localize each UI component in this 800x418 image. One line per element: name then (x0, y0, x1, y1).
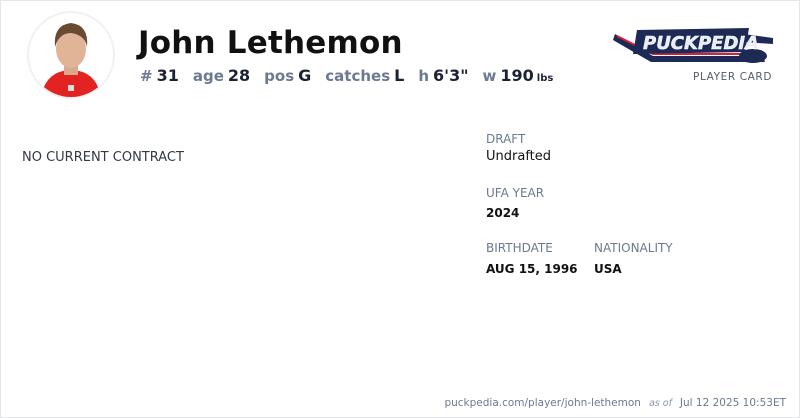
player-name: John Lethemon (138, 25, 403, 61)
svg-text:PUCKPEDIA: PUCKPEDIA (643, 33, 759, 54)
catches-label: catches (325, 67, 391, 85)
position-value: G (298, 66, 312, 85)
timestamp: Jul 12 2025 10:53ET (679, 397, 786, 409)
weight-value: 190 (500, 66, 534, 85)
age-label: age (192, 67, 224, 85)
puckpedia-logo: PUCKPEDIA (613, 28, 773, 63)
ufa-year-label: UFA YEAR (486, 186, 545, 200)
position-label: pos (264, 67, 295, 85)
footer: puckpedia.com/player/john-lethemon as of… (444, 397, 786, 409)
catches-value: L (394, 66, 405, 85)
player-card-label: PLAYER CARD (693, 71, 772, 83)
weight-label: w (482, 67, 497, 85)
draft-label: DRAFT (486, 132, 526, 146)
draft-value: Undrafted (486, 149, 552, 164)
player-stats: # 31 age 28 pos G catches L h 6'3" w 190… (140, 66, 553, 85)
player-photo (41, 23, 101, 97)
ufa-year-value: 2024 (486, 206, 520, 220)
as-of-label: as of (648, 398, 672, 409)
player-avatar (27, 11, 115, 99)
birthdate-label: BIRTHDATE (486, 241, 553, 255)
player-url[interactable]: puckpedia.com/player/john-lethemon (444, 397, 641, 409)
birthdate-value: AUG 15, 1996 (486, 262, 578, 276)
height-value: 6'3" (433, 66, 469, 85)
contract-status: NO CURRENT CONTRACT (22, 150, 184, 165)
nationality-label: NATIONALITY (594, 241, 673, 255)
age-value: 28 (227, 66, 251, 85)
height-label: h (418, 67, 430, 85)
number-value: 31 (156, 66, 179, 85)
weight-unit: lbs (536, 73, 554, 84)
nationality-value: USA (594, 262, 622, 276)
number-label: # (140, 67, 153, 85)
